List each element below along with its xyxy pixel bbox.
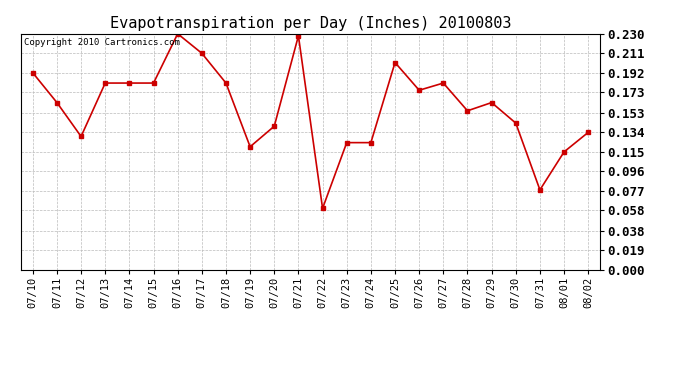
Title: Evapotranspiration per Day (Inches) 20100803: Evapotranspiration per Day (Inches) 2010… [110,16,511,31]
Text: Copyright 2010 Cartronics.com: Copyright 2010 Cartronics.com [23,39,179,48]
